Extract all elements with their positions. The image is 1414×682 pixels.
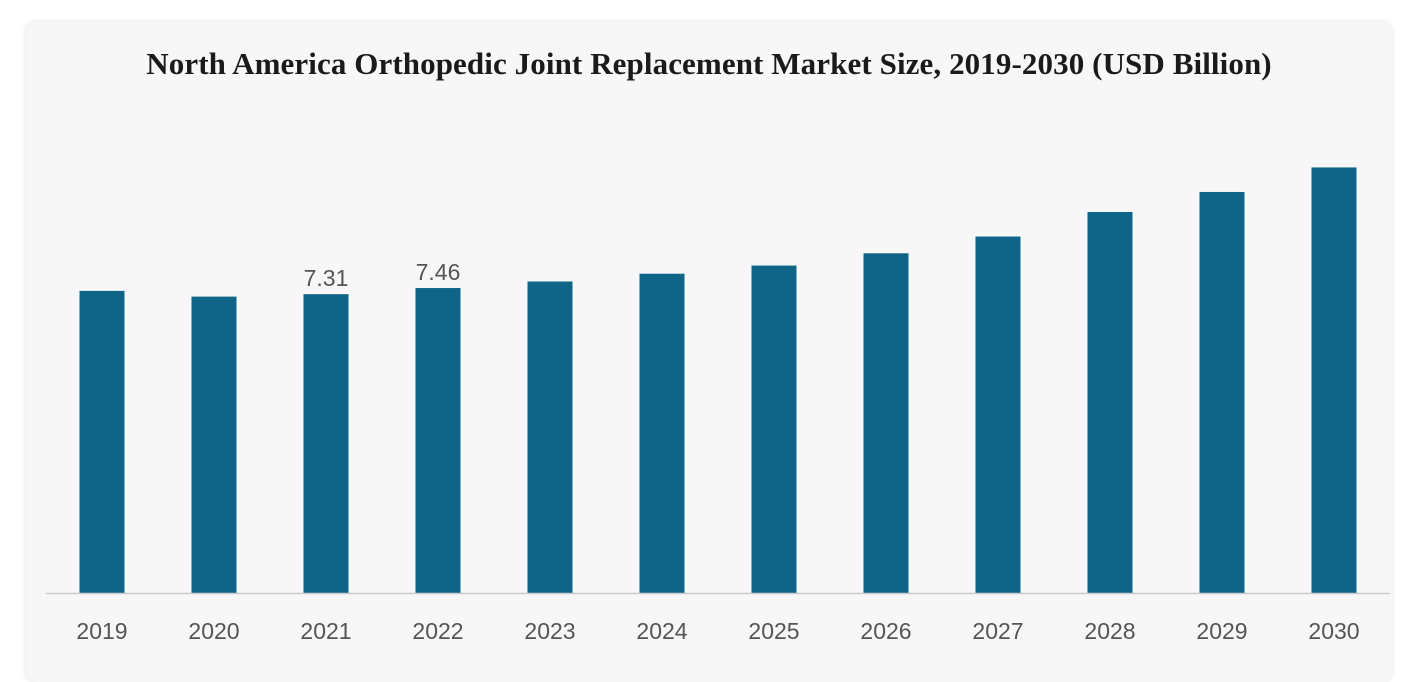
x-tick-label-2026: 2026 xyxy=(860,618,911,644)
x-tick-label-2023: 2023 xyxy=(524,618,575,644)
bar-2027 xyxy=(975,236,1021,593)
x-axis-tick-labels: 2019 2020 2021 2022 2023 2024 2025 2026 2027 2028… xyxy=(76,618,1359,644)
bar-2030 xyxy=(1311,167,1357,593)
bar-series xyxy=(79,167,1357,593)
bar-2019 xyxy=(79,290,125,593)
chart-title: North America Orthopedic Joint Replaceme… xyxy=(146,46,1272,81)
bar-2024 xyxy=(639,273,685,593)
x-tick-label-2020: 2020 xyxy=(188,618,239,644)
x-tick-label-2025: 2025 xyxy=(748,618,799,644)
x-tick-label-2030: 2030 xyxy=(1308,618,1359,644)
x-tick-label-2019: 2019 xyxy=(76,618,127,644)
bar-2026 xyxy=(863,253,909,593)
x-tick-label-2029: 2029 xyxy=(1196,618,1247,644)
bar-2029 xyxy=(1199,191,1245,593)
bar-2020 xyxy=(191,296,237,593)
data-label-2021: 7.31 xyxy=(304,265,349,291)
data-label-2022: 7.46 xyxy=(416,259,461,285)
x-tick-label-2021: 2021 xyxy=(300,618,351,644)
x-tick-label-2024: 2024 xyxy=(636,618,687,644)
x-tick-label-2027: 2027 xyxy=(972,618,1023,644)
data-labels: 7.31 7.46 xyxy=(304,259,461,291)
bar-2023 xyxy=(527,281,573,593)
chart-card: North America Orthopedic Joint Replaceme… xyxy=(26,22,1392,682)
bar-2025 xyxy=(751,265,797,593)
bar-2022 xyxy=(415,288,461,593)
bar-2028 xyxy=(1087,211,1133,593)
x-tick-label-2022: 2022 xyxy=(412,618,463,644)
x-tick-label-2028: 2028 xyxy=(1084,618,1135,644)
bar-2021 xyxy=(303,294,349,593)
bar-chart: 7.31 7.46 2019 2020 2021 2022 2023 2024 2025 202… xyxy=(46,167,1390,644)
